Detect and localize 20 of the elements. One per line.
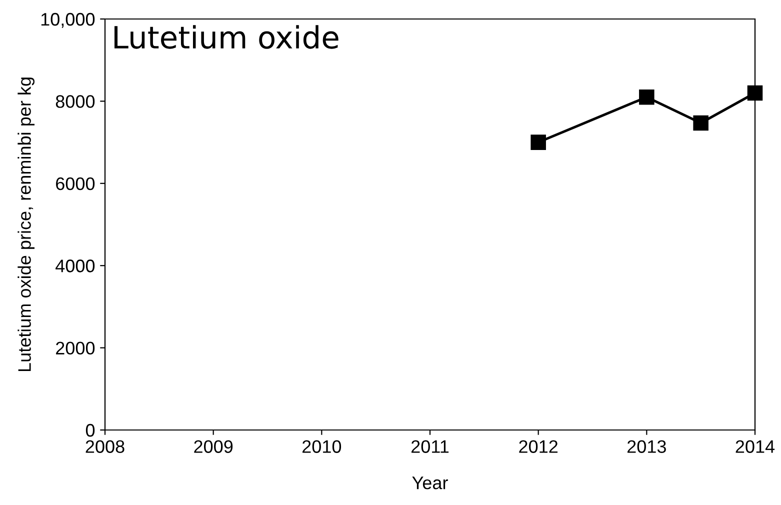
x-tick-label: 2009	[194, 440, 233, 453]
x-tick-label: 2012	[519, 440, 558, 453]
y-tick-label: 10,000	[41, 12, 95, 28]
y-tick-label: 6000	[56, 177, 95, 190]
x-tick-label: 2011	[411, 440, 449, 453]
x-tick-label: 2014	[736, 440, 775, 453]
y-tick-label: 2000	[56, 342, 95, 355]
point	[639, 89, 654, 105]
x-tick-label: 2013	[627, 440, 666, 453]
y-tick-label: 4000	[56, 260, 95, 272]
x-tick-label: 2010	[302, 440, 342, 453]
y-tick-label: 0	[86, 424, 95, 437]
y-axis-title: Lutetium oxide price, renminbi per kg	[18, 78, 35, 372]
point	[693, 115, 708, 131]
point	[747, 85, 763, 101]
x-tick-label: 2008	[86, 440, 124, 453]
y-tick-label: 8000	[56, 95, 95, 108]
chart-title: Lutetium oxide	[114, 25, 338, 49]
point	[530, 134, 546, 150]
x-axis-title: Year	[412, 476, 448, 490]
